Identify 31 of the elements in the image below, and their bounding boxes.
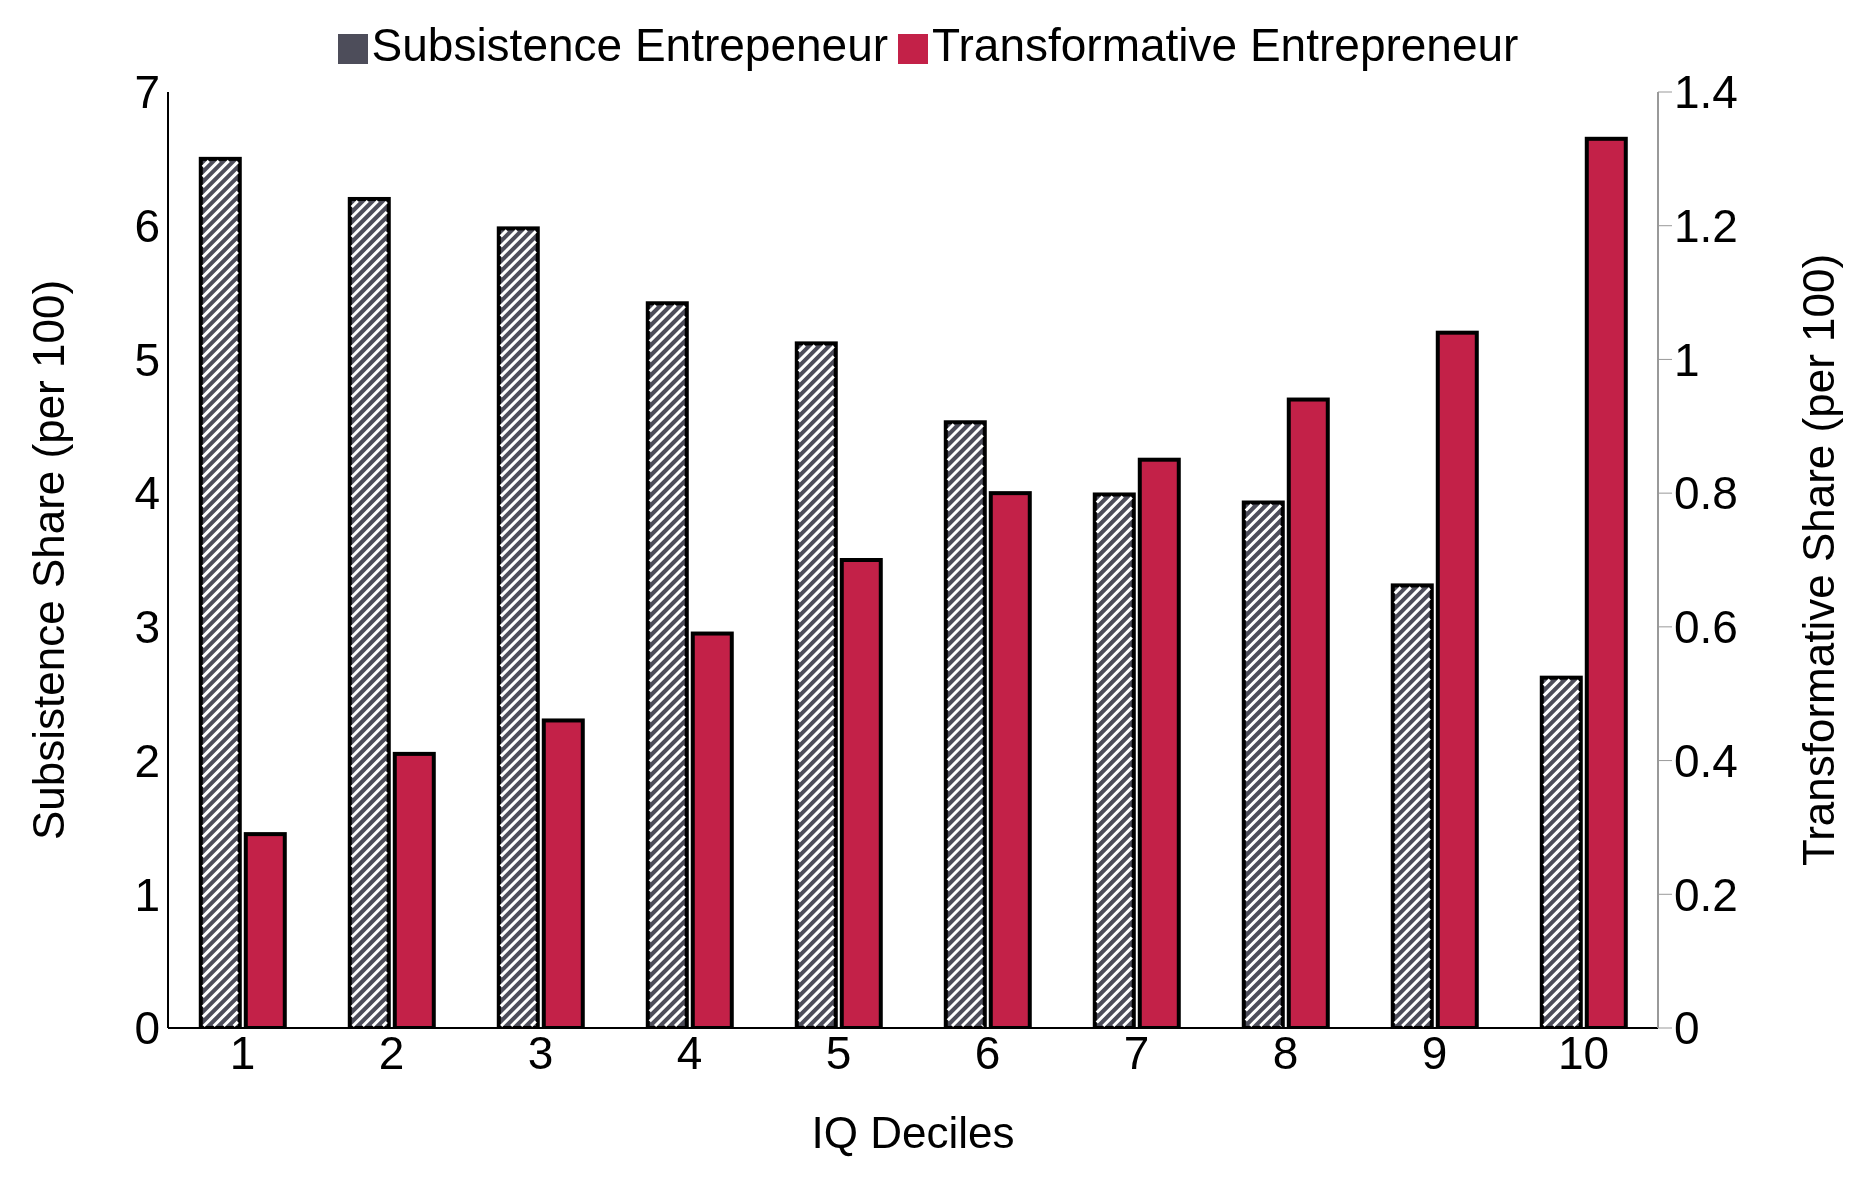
- y2-tick-label: 0.2: [1674, 868, 1738, 921]
- y2-tick-label: 1.2: [1674, 200, 1738, 253]
- x-tick-label: 5: [825, 1026, 852, 1079]
- y2-tick-label: 0.4: [1674, 734, 1738, 787]
- y2-tick-label: 0: [1674, 1002, 1700, 1055]
- y-tick-label: 4: [134, 467, 160, 520]
- y-tick-label: 3: [134, 601, 160, 654]
- x-tick-label: 10: [1557, 1026, 1610, 1079]
- y-tick-label: 0: [134, 1002, 160, 1055]
- y2-tick-label: 1.4: [1674, 66, 1738, 119]
- legend-label: Subsistence Entrepeneur: [371, 19, 889, 71]
- x-tick-label: 9: [1421, 1026, 1448, 1079]
- x-axis-title: IQ Deciles: [811, 1108, 1015, 1157]
- legend-label: Transformative Entrepreneur: [932, 19, 1519, 71]
- y-tick-label: 1: [134, 868, 160, 921]
- y2-tick-label: 0.6: [1674, 601, 1738, 654]
- x-tick-label: 8: [1272, 1026, 1299, 1079]
- y2-axis-title: Transformative Share (per 100): [1793, 253, 1843, 867]
- y2-tick-label: 1: [1674, 333, 1700, 386]
- y-tick-label: 6: [134, 200, 160, 253]
- y-tick-label: 5: [134, 333, 160, 386]
- x-tick-label: 6: [974, 1026, 1001, 1079]
- x-tick-label: 2: [378, 1026, 405, 1079]
- y-tick-label: 7: [134, 66, 160, 119]
- y-tick-label: 2: [134, 734, 160, 787]
- x-tick-label: 7: [1123, 1026, 1150, 1079]
- x-tick-label: 4: [676, 1026, 703, 1079]
- y2-tick-label: 0.8: [1674, 467, 1738, 520]
- x-tick-label: 3: [527, 1026, 554, 1079]
- x-tick-label: 1: [229, 1026, 256, 1079]
- y-axis-title: Subsistence Share (per 100): [23, 279, 73, 841]
